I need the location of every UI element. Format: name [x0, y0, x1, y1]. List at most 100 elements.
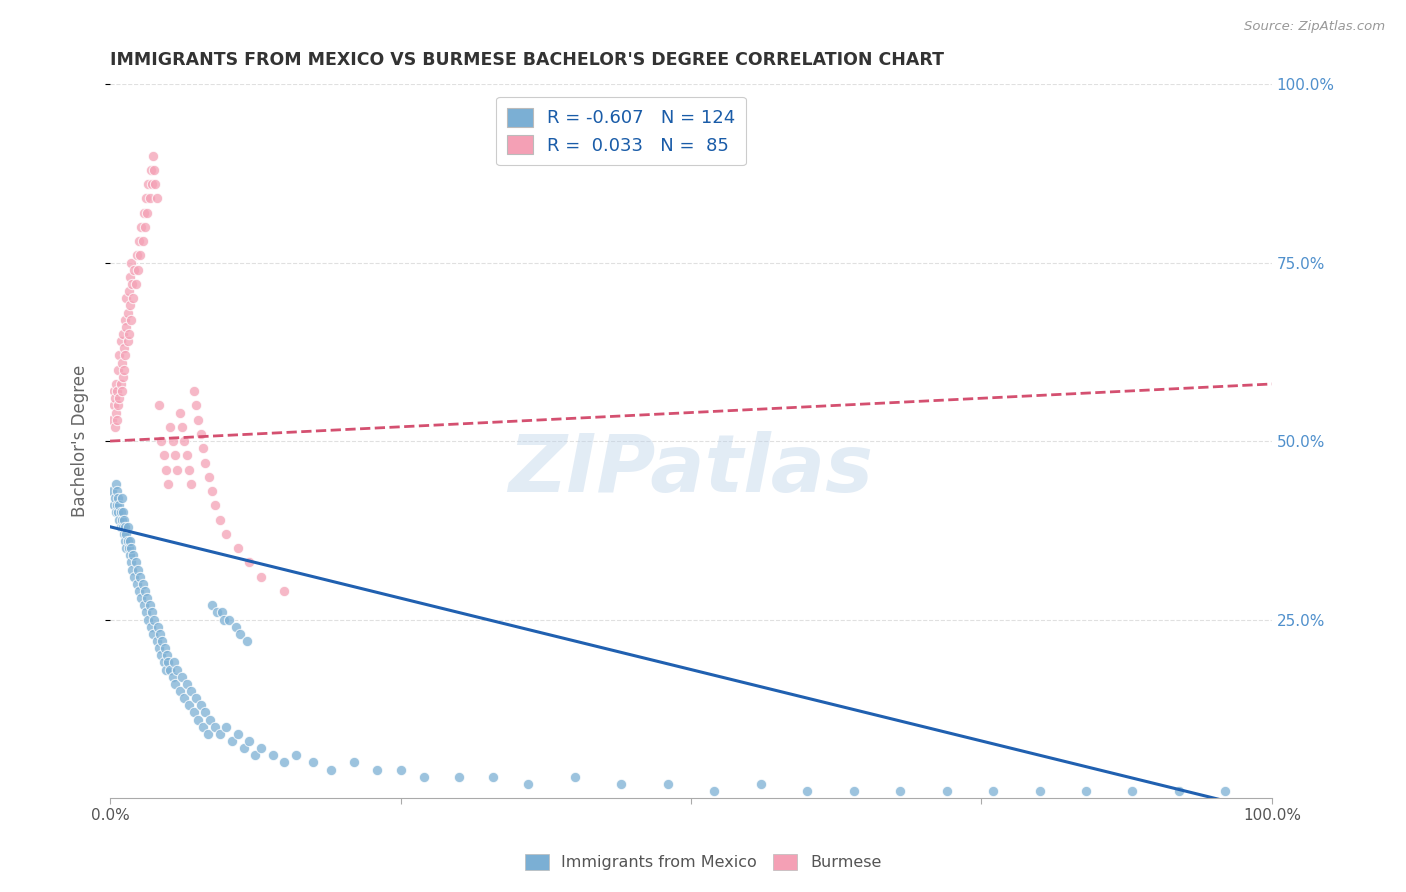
- Point: [447, 770, 470, 784]
- Point: [111, 326, 134, 341]
- Point: [366, 763, 388, 777]
- Point: [118, 298, 141, 312]
- Point: [105, 499, 128, 513]
- Point: [153, 641, 176, 656]
- Point: [117, 534, 139, 549]
- Point: [112, 513, 135, 527]
- Point: [111, 491, 134, 506]
- Point: [245, 748, 267, 763]
- Point: [212, 613, 235, 627]
- Point: [201, 484, 224, 499]
- Point: [121, 563, 143, 577]
- Point: [104, 491, 127, 506]
- Point: [145, 177, 167, 191]
- Point: [343, 756, 366, 770]
- Point: [120, 541, 142, 556]
- Point: [104, 419, 127, 434]
- Point: [120, 312, 142, 326]
- Point: [108, 499, 131, 513]
- Point: [115, 319, 138, 334]
- Point: [118, 534, 141, 549]
- Point: [118, 549, 141, 563]
- Point: [112, 341, 135, 355]
- Point: [166, 463, 188, 477]
- Point: [111, 506, 134, 520]
- Point: [159, 663, 181, 677]
- Point: [145, 191, 167, 205]
- Point: [136, 591, 159, 606]
- Point: [187, 713, 209, 727]
- Point: [149, 627, 172, 641]
- Point: [155, 463, 177, 477]
- Point: [204, 499, 226, 513]
- Point: [108, 391, 131, 405]
- Point: [155, 663, 177, 677]
- Point: [143, 613, 166, 627]
- Point: [111, 513, 134, 527]
- Point: [114, 534, 136, 549]
- Y-axis label: Bachelor's Degree: Bachelor's Degree: [72, 365, 89, 517]
- Point: [229, 627, 252, 641]
- Point: [111, 384, 134, 398]
- Point: [122, 291, 145, 305]
- Point: [105, 484, 128, 499]
- Point: [118, 326, 141, 341]
- Point: [172, 419, 194, 434]
- Point: [176, 677, 198, 691]
- Point: [1121, 784, 1143, 798]
- Point: [205, 606, 228, 620]
- Point: [138, 177, 160, 191]
- Point: [141, 177, 163, 191]
- Point: [150, 634, 173, 648]
- Point: [163, 656, 186, 670]
- Point: [201, 599, 224, 613]
- Point: [165, 449, 187, 463]
- Point: [132, 205, 155, 219]
- Point: [250, 570, 273, 584]
- Point: [157, 656, 180, 670]
- Point: [226, 541, 249, 556]
- Point: [166, 663, 188, 677]
- Point: [183, 384, 205, 398]
- Point: [135, 191, 157, 205]
- Point: [169, 405, 191, 419]
- Point: [103, 384, 125, 398]
- Point: [194, 456, 217, 470]
- Point: [131, 577, 153, 591]
- Point: [564, 770, 586, 784]
- Point: [105, 384, 128, 398]
- Point: [215, 720, 238, 734]
- Point: [110, 520, 132, 534]
- Point: [129, 570, 152, 584]
- Point: [114, 312, 136, 326]
- Point: [842, 784, 865, 798]
- Point: [138, 613, 160, 627]
- Point: [226, 727, 249, 741]
- Point: [112, 527, 135, 541]
- Point: [104, 391, 127, 405]
- Point: [107, 506, 129, 520]
- Point: [134, 219, 156, 234]
- Point: [138, 599, 160, 613]
- Point: [143, 162, 166, 177]
- Point: [302, 756, 325, 770]
- Legend: R = -0.607   N = 124, R =  0.033   N =  85: R = -0.607 N = 124, R = 0.033 N = 85: [496, 96, 747, 165]
- Point: [150, 434, 173, 448]
- Point: [108, 348, 131, 362]
- Point: [176, 449, 198, 463]
- Legend: Immigrants from Mexico, Burmese: Immigrants from Mexico, Burmese: [519, 848, 887, 877]
- Point: [238, 734, 260, 748]
- Point: [101, 484, 124, 499]
- Point: [118, 541, 141, 556]
- Point: [125, 248, 148, 262]
- Point: [209, 513, 232, 527]
- Point: [107, 398, 129, 412]
- Point: [139, 620, 162, 634]
- Point: [142, 148, 165, 162]
- Point: [180, 477, 202, 491]
- Point: [124, 262, 146, 277]
- Point: [128, 234, 150, 248]
- Point: [135, 606, 157, 620]
- Point: [117, 305, 139, 319]
- Point: [232, 741, 254, 756]
